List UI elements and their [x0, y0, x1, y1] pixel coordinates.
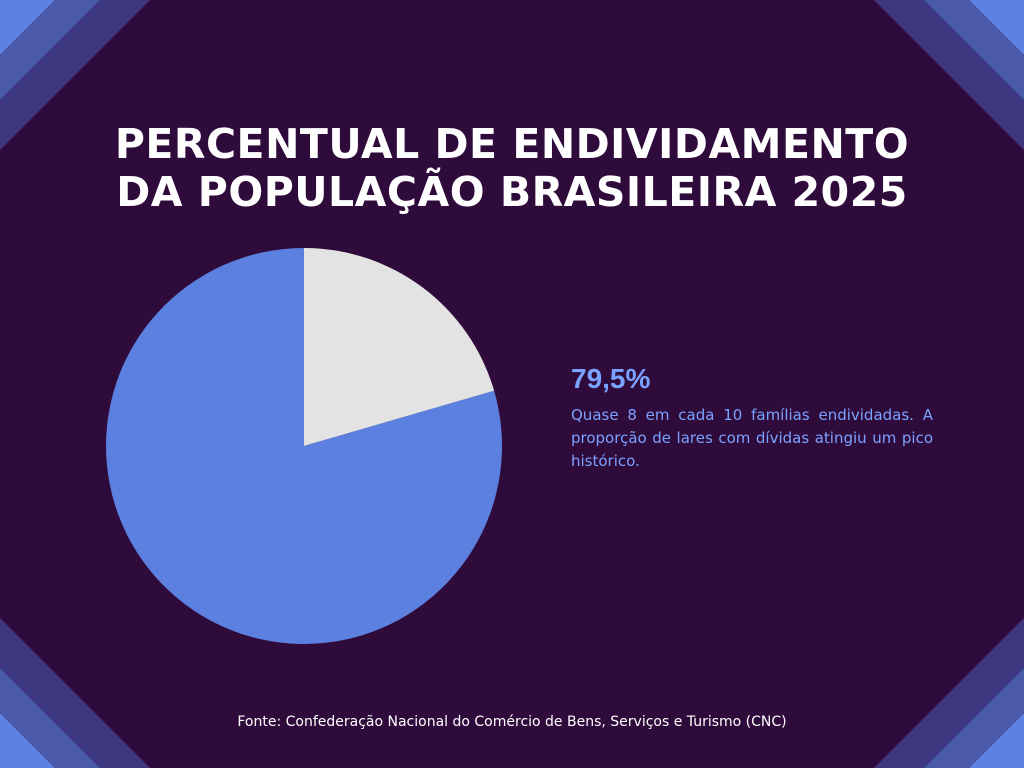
source-note: Fonte: Confederação Nacional do Comércio… — [237, 714, 787, 730]
pie-slice-não-endividadas — [304, 248, 495, 446]
title-line-2: DA POPULAÇÃO BRASILEIRA 2025 — [116, 168, 908, 216]
page-title: PERCENTUAL DE ENDIVIDAMENTO DA POPULAÇÃO… — [0, 120, 1024, 216]
highlight-description: Quase 8 em cada 10 famílias endividadas.… — [571, 406, 933, 470]
title-line-1: PERCENTUAL DE ENDIVIDAMENTO — [114, 120, 910, 168]
highlight-value: 79,5% — [571, 363, 651, 394]
pie-slice-endividadas — [105, 248, 502, 644]
